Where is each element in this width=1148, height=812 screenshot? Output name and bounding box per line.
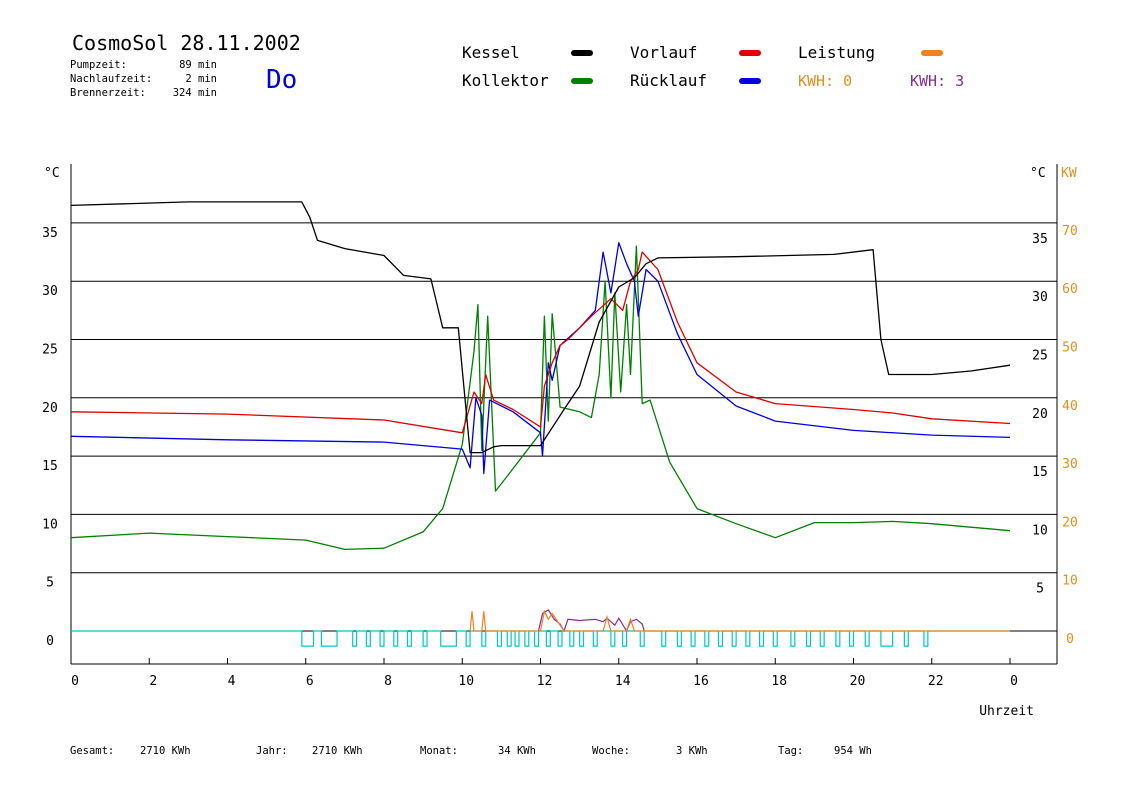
x-tick-label-3: 6 — [306, 674, 314, 689]
x-tick-label-0: 0 — [71, 674, 79, 689]
stat-nachlaufzeit-label: Nachlaufzeit: — [70, 73, 152, 85]
y-right-kw-tick-label-50: 50 — [1062, 341, 1078, 356]
axis-layer — [70, 164, 1058, 665]
footer-totals: Gesamt: 2710 KWh Jahr: 2710 KWh Monat: 3… — [70, 745, 872, 757]
y-right-unit-kw: KW — [1061, 166, 1077, 181]
y-left-tick-label-20: 20 — [42, 401, 58, 416]
day-label: Do — [266, 65, 297, 95]
y-right-unit-c: °C — [1030, 166, 1046, 181]
y-right-kw-tick-label-70: 70 — [1062, 224, 1078, 239]
grid-layer — [71, 222, 1057, 632]
y-right-kw-tick-label-20: 20 — [1062, 515, 1078, 530]
chart-title: CosmoSol 28.11.2002 — [72, 31, 301, 55]
y-right-c-tick-label-35: 35 — [1032, 232, 1048, 247]
stat-brennerzeit-value: 324 min — [173, 87, 217, 99]
footer-jahr-label: Jahr: — [256, 745, 288, 757]
y-left-tick-label-0: 0 — [46, 634, 54, 649]
series-leistung — [469, 609, 1010, 632]
y-left-tick-label-5: 5 — [46, 576, 54, 591]
legend-label-kessel: Kessel — [462, 43, 520, 62]
series-vorlauf — [70, 251, 1011, 434]
footer-woche-label: Woche: — [592, 745, 630, 757]
y-left-unit: °C — [44, 166, 60, 181]
y-left-tick-label-15: 15 — [42, 459, 58, 474]
stat-nachlaufzeit-value: 2 min — [185, 73, 217, 85]
y-right-c-tick-label-25: 25 — [1032, 349, 1048, 364]
y-right-c-tick-label-10: 10 — [1032, 523, 1048, 538]
x-tick-label-4: 8 — [384, 674, 392, 689]
y-right-kw-tick-label-10: 10 — [1062, 574, 1078, 589]
legend-label-vorlauf: Vorlauf — [630, 43, 697, 62]
x-tick-label-8: 16 — [693, 674, 709, 689]
x-tick-label-9: 18 — [771, 674, 787, 689]
footer-tag-value: 954 Wh — [834, 745, 872, 757]
footer-monat-value: 34 KWh — [498, 745, 536, 757]
y-right-c-tick-label-20: 20 — [1032, 407, 1048, 422]
footer-woche-value: 3 KWh — [676, 745, 708, 757]
x-tick-label-1: 2 — [149, 674, 157, 689]
legend-kwh-left: KWH: 0 — [798, 72, 852, 90]
y-right-kw-tick-label-60: 60 — [1062, 282, 1078, 297]
tick-label-layer: 0 2 4 6 8 10 12 14 16 18 20 22 0 0 5 10 15 20 25 30 35 5 10 15 2… — [42, 224, 1078, 689]
footer-gesamt-value: 2710 KWh — [140, 745, 191, 757]
legend-kwh-right: KWH: 3 — [910, 72, 964, 90]
legend-label-ruecklauf: Rücklauf — [630, 71, 707, 90]
footer-tag-label: Tag: — [778, 745, 803, 757]
y-left-tick-label-30: 30 — [42, 284, 58, 299]
y-right-c-tick-label-5: 5 — [1036, 582, 1044, 597]
x-axis-label: Uhrzeit — [979, 704, 1034, 719]
series-ruecklauf — [70, 242, 1011, 475]
legend-label-kollektor: Kollektor — [462, 71, 549, 90]
footer-jahr-value: 2710 KWh — [312, 745, 363, 757]
footer-monat-label: Monat: — [420, 745, 458, 757]
stat-pumpzeit-value: 89 min — [179, 59, 217, 71]
y-left-tick-label-10: 10 — [42, 517, 58, 532]
y-left-tick-label-25: 25 — [42, 343, 58, 358]
footer-gesamt-label: Gesamt: — [70, 745, 114, 757]
series-pump — [71, 630, 1010, 647]
y-right-c-tick-label-30: 30 — [1032, 290, 1048, 305]
y-right-c-tick-label-15: 15 — [1032, 465, 1048, 480]
y-left-tick-label-35: 35 — [42, 226, 58, 241]
x-tick-label-6: 12 — [537, 674, 553, 689]
x-tick-label-10: 20 — [850, 674, 866, 689]
stat-brennerzeit-label: Brennerzeit: — [70, 87, 146, 99]
stats-block: Pumpzeit: 89 min Nachlaufzeit: 2 min Bre… — [70, 59, 217, 99]
series-layer — [70, 201, 1011, 647]
y-right-kw-tick-label-40: 40 — [1062, 399, 1078, 414]
x-tick-label-5: 10 — [458, 674, 474, 689]
y-right-kw-tick-label-30: 30 — [1062, 457, 1078, 472]
stat-pumpzeit-label: Pumpzeit: — [70, 59, 127, 71]
series-kwh — [537, 609, 645, 633]
legend: Kessel Vorlauf Leistung Kollektor Rückla… — [462, 43, 964, 90]
y-right-kw-tick-label-0: 0 — [1066, 632, 1074, 647]
series-kollektor — [70, 245, 1011, 551]
x-tick-label-7: 14 — [615, 674, 631, 689]
x-tick-label-12: 0 — [1010, 674, 1018, 689]
x-tick-label-2: 4 — [228, 674, 236, 689]
series-kessel — [70, 201, 1011, 454]
x-tick-label-11: 22 — [928, 674, 944, 689]
legend-label-leistung: Leistung — [798, 43, 875, 62]
